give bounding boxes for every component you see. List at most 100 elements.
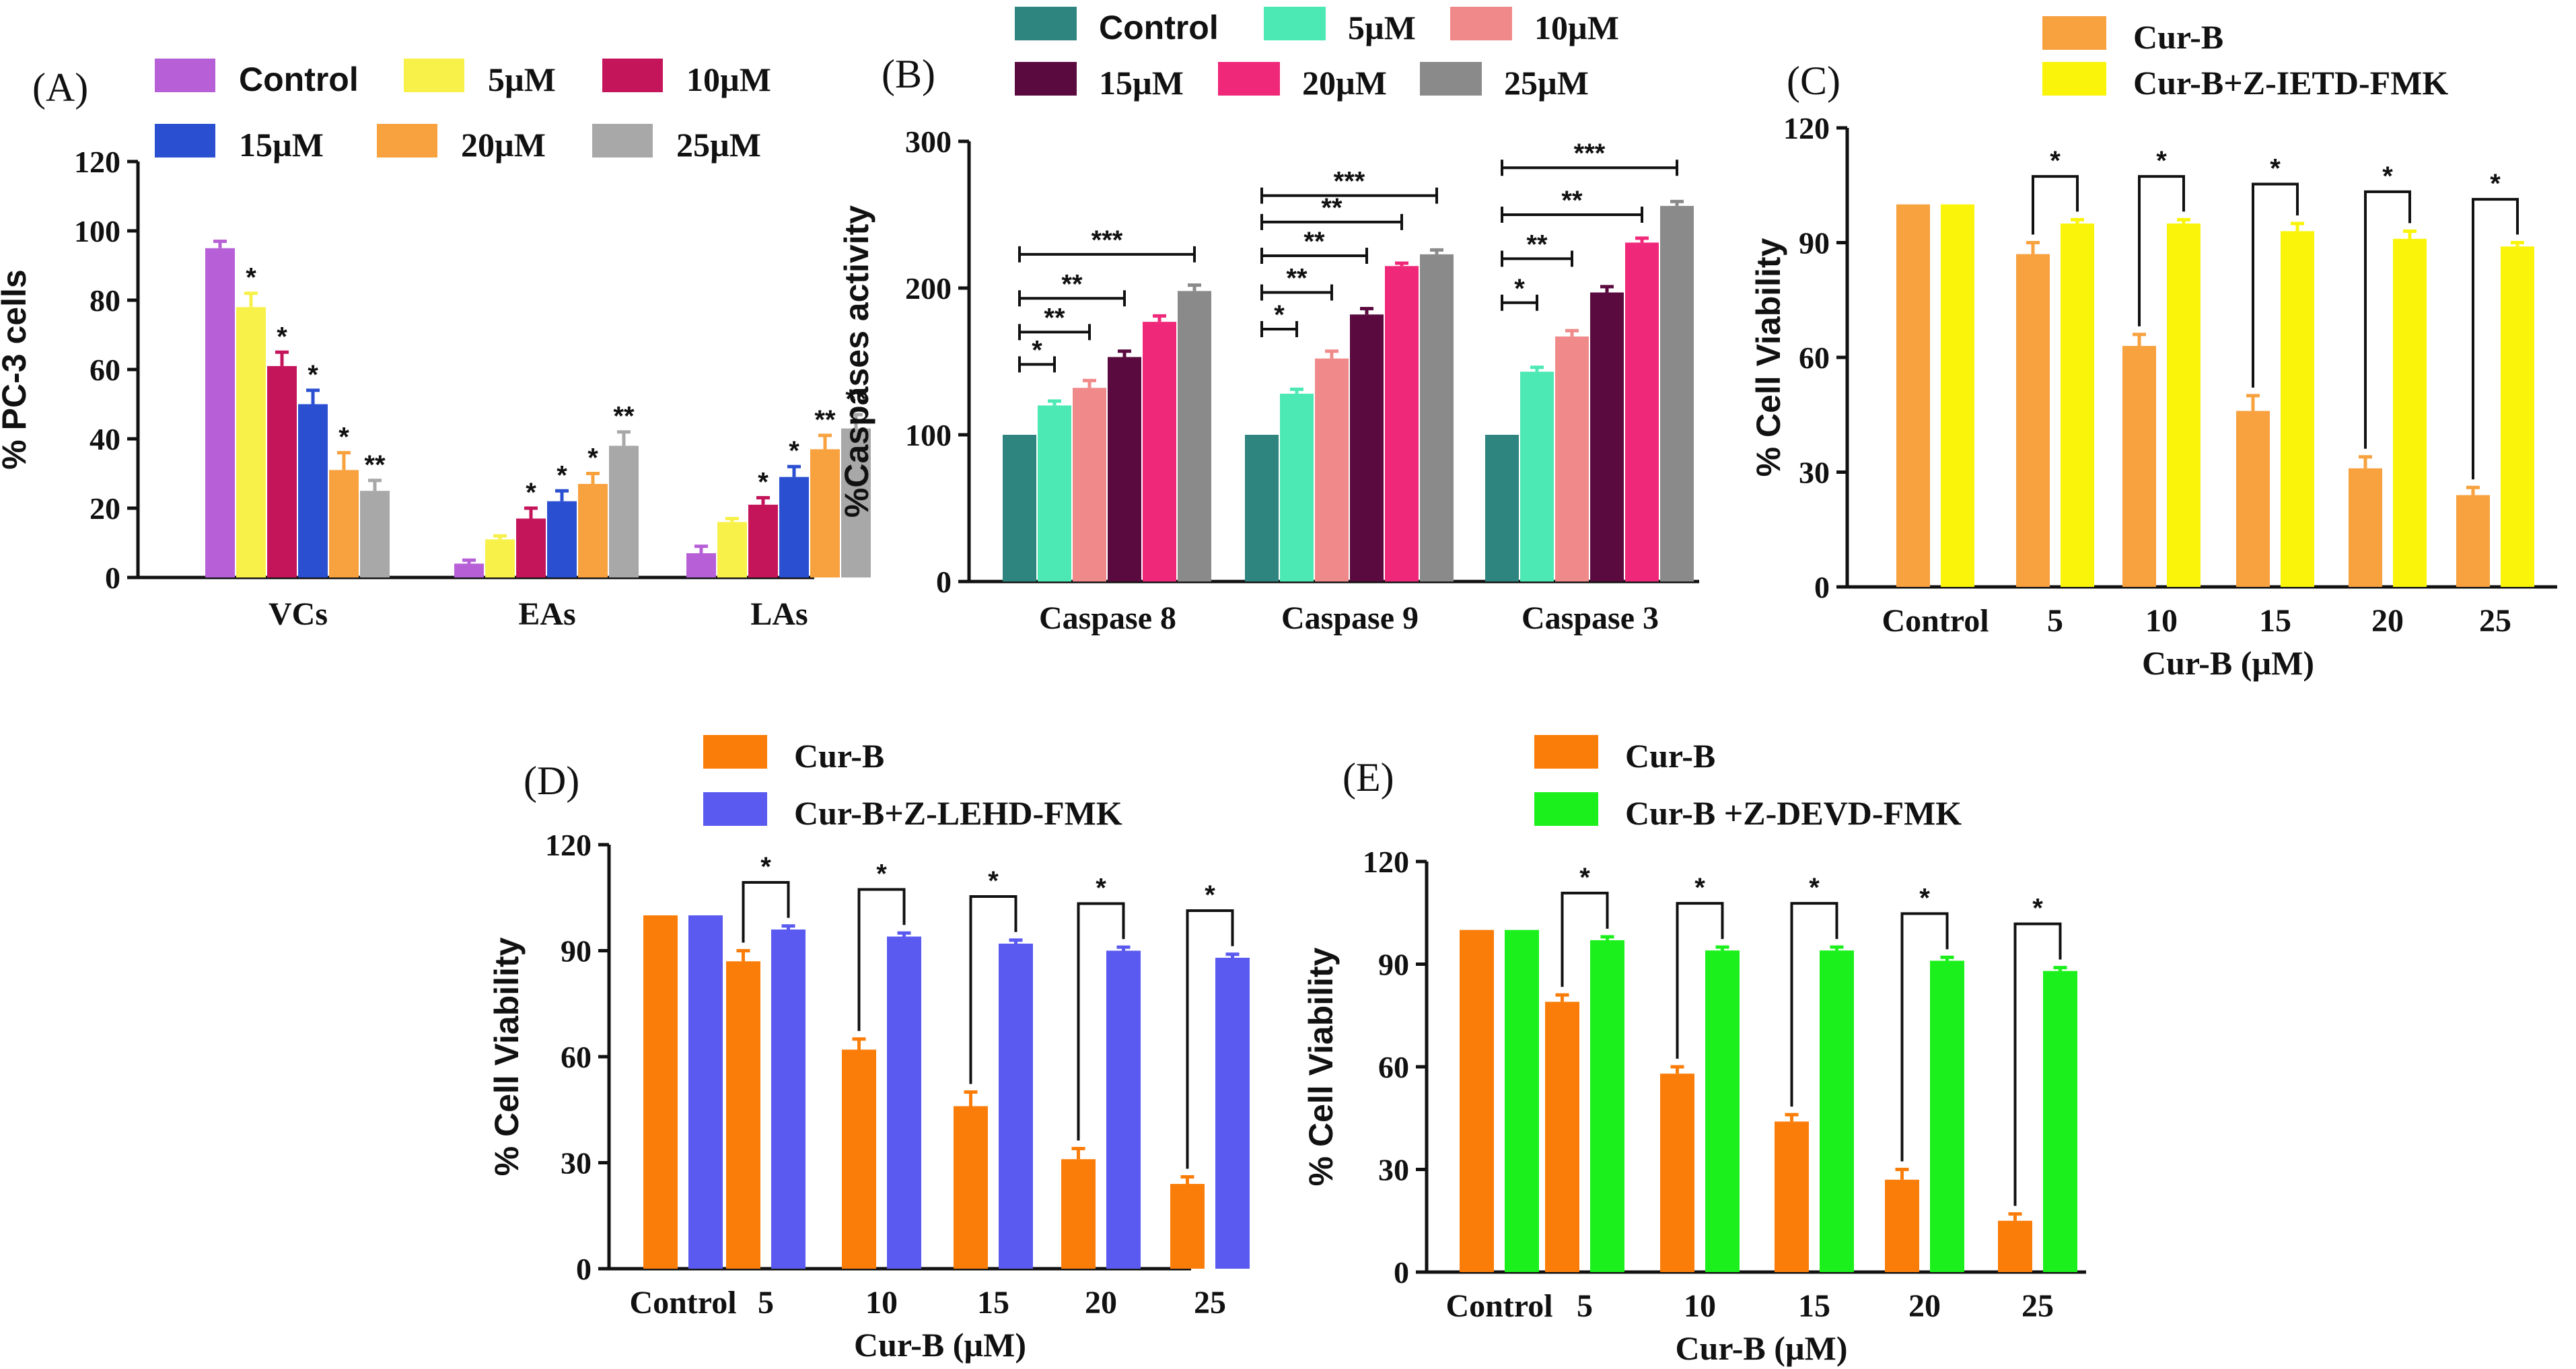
significance-star: * [1694, 873, 1705, 903]
y-tick-label: 0 [936, 565, 952, 599]
significance-star: ** [364, 450, 386, 480]
y-tick-label: 60 [1378, 1050, 1409, 1084]
bar [1505, 929, 1539, 1272]
y-axis-label: % Cell Viability [1302, 947, 1340, 1186]
bar [329, 470, 359, 577]
x-category-label: 15 [1798, 1288, 1830, 1324]
significance-star: * [2382, 162, 2393, 191]
bar [1660, 205, 1694, 582]
y-axis-label: % Cell Viability [1750, 238, 1787, 477]
bar [1350, 314, 1384, 582]
bar [771, 929, 806, 1269]
legend-swatch [1450, 7, 1512, 40]
y-axis-label: % Cell Viability [488, 937, 526, 1176]
y-tick-label: 0 [576, 1252, 592, 1286]
bar [1143, 322, 1176, 582]
bar [267, 365, 297, 577]
y-tick-label: 100 [74, 214, 120, 248]
legend-label: 5µM [488, 61, 556, 98]
significance-star: *** [1092, 225, 1123, 255]
y-tick-label: 120 [1363, 845, 1409, 879]
legend-swatch [1264, 7, 1326, 40]
legend-swatch [1420, 62, 1482, 96]
significance-star: *** [1334, 167, 1365, 197]
x-axis-label: Cur-B (µM) [1675, 1329, 1847, 1367]
significance-star: * [1809, 873, 1820, 903]
x-category-label: 5 [1577, 1288, 1593, 1324]
significance-star: * [1579, 863, 1590, 892]
y-tick-label: 40 [90, 422, 120, 456]
significance-star: * [876, 859, 887, 889]
legend-swatch [155, 59, 215, 92]
bar [205, 248, 235, 577]
y-axis-label: % PC-3 cells [0, 269, 33, 469]
legend-swatch [1534, 792, 1598, 826]
bar [2122, 345, 2156, 587]
x-category-label: Control [1445, 1288, 1552, 1324]
bar [298, 404, 328, 577]
bar [2061, 223, 2094, 587]
y-tick-label: 30 [1378, 1153, 1409, 1187]
y-tick-label: 20 [90, 491, 120, 526]
bar [1108, 357, 1141, 582]
bar [2167, 223, 2201, 587]
significance-star: * [758, 468, 768, 497]
significance-star: * [526, 478, 536, 507]
legend: Cur-B Cur-B+Z-LEHD-FMK [703, 735, 1122, 832]
x-category-label: Caspase 3 [1522, 600, 1659, 636]
bar [2349, 468, 2382, 587]
legend-label: 10µM [1534, 9, 1619, 46]
legend-label: Control [1099, 9, 1219, 46]
significance-star: ** [1561, 186, 1583, 215]
y-tick-label: 30 [561, 1146, 592, 1181]
legend-label: 20µM [461, 126, 546, 164]
bar [1245, 435, 1279, 582]
y-tick-label: 80 [90, 283, 120, 318]
legend-swatch [592, 124, 653, 157]
bar [2016, 254, 2050, 587]
bar [686, 553, 716, 577]
bar [1625, 242, 1659, 582]
significance-bracket [2032, 175, 2079, 235]
bar [1555, 336, 1589, 582]
bar [2281, 231, 2314, 587]
y-tick-label: 60 [561, 1040, 592, 1074]
significance-star: *** [1574, 139, 1606, 168]
legend-swatch [703, 735, 767, 769]
panel-letter: (D) [524, 759, 579, 803]
x-axis-label: Cur-B (µM) [854, 1326, 1026, 1364]
legend-label: 20µM [1302, 64, 1387, 102]
x-category-label: 10 [1684, 1288, 1716, 1324]
significance-star: * [988, 866, 999, 896]
bar [1941, 204, 1974, 588]
bar [2236, 411, 2270, 587]
bar [748, 504, 778, 577]
significance-star: * [2270, 153, 2281, 183]
legend-swatch [377, 124, 437, 157]
significance-star: ** [1061, 269, 1083, 299]
legend-label: 10µM [686, 61, 771, 98]
legend: Control 5µM 10µM 15µM 20µM 25µM [155, 59, 771, 164]
significance-star: ** [1321, 193, 1343, 223]
bar [1460, 929, 1494, 1272]
bar [726, 961, 760, 1269]
bar [717, 522, 747, 577]
legend-swatch [2042, 16, 2106, 50]
significance-star: * [338, 423, 349, 452]
bar [1660, 1074, 1694, 1272]
x-category-label: 20 [2371, 603, 2404, 639]
significance-star: * [557, 460, 567, 490]
y-tick-label: 0 [1394, 1255, 1409, 1290]
bar [2501, 246, 2534, 587]
bar [643, 915, 678, 1269]
significance-bracket [1186, 909, 1234, 1169]
y-tick-label: 200 [905, 271, 952, 306]
significance-star: * [308, 360, 318, 390]
panel-b: (B) 0 100 200 300 %Caspases activity Caspase 8… [838, 7, 1699, 636]
legend-swatch [1015, 62, 1077, 96]
x-category-label: Control [1882, 603, 1989, 639]
significance-star: * [2156, 146, 2167, 176]
significance-bracket [1561, 891, 1609, 987]
bar [578, 483, 608, 577]
